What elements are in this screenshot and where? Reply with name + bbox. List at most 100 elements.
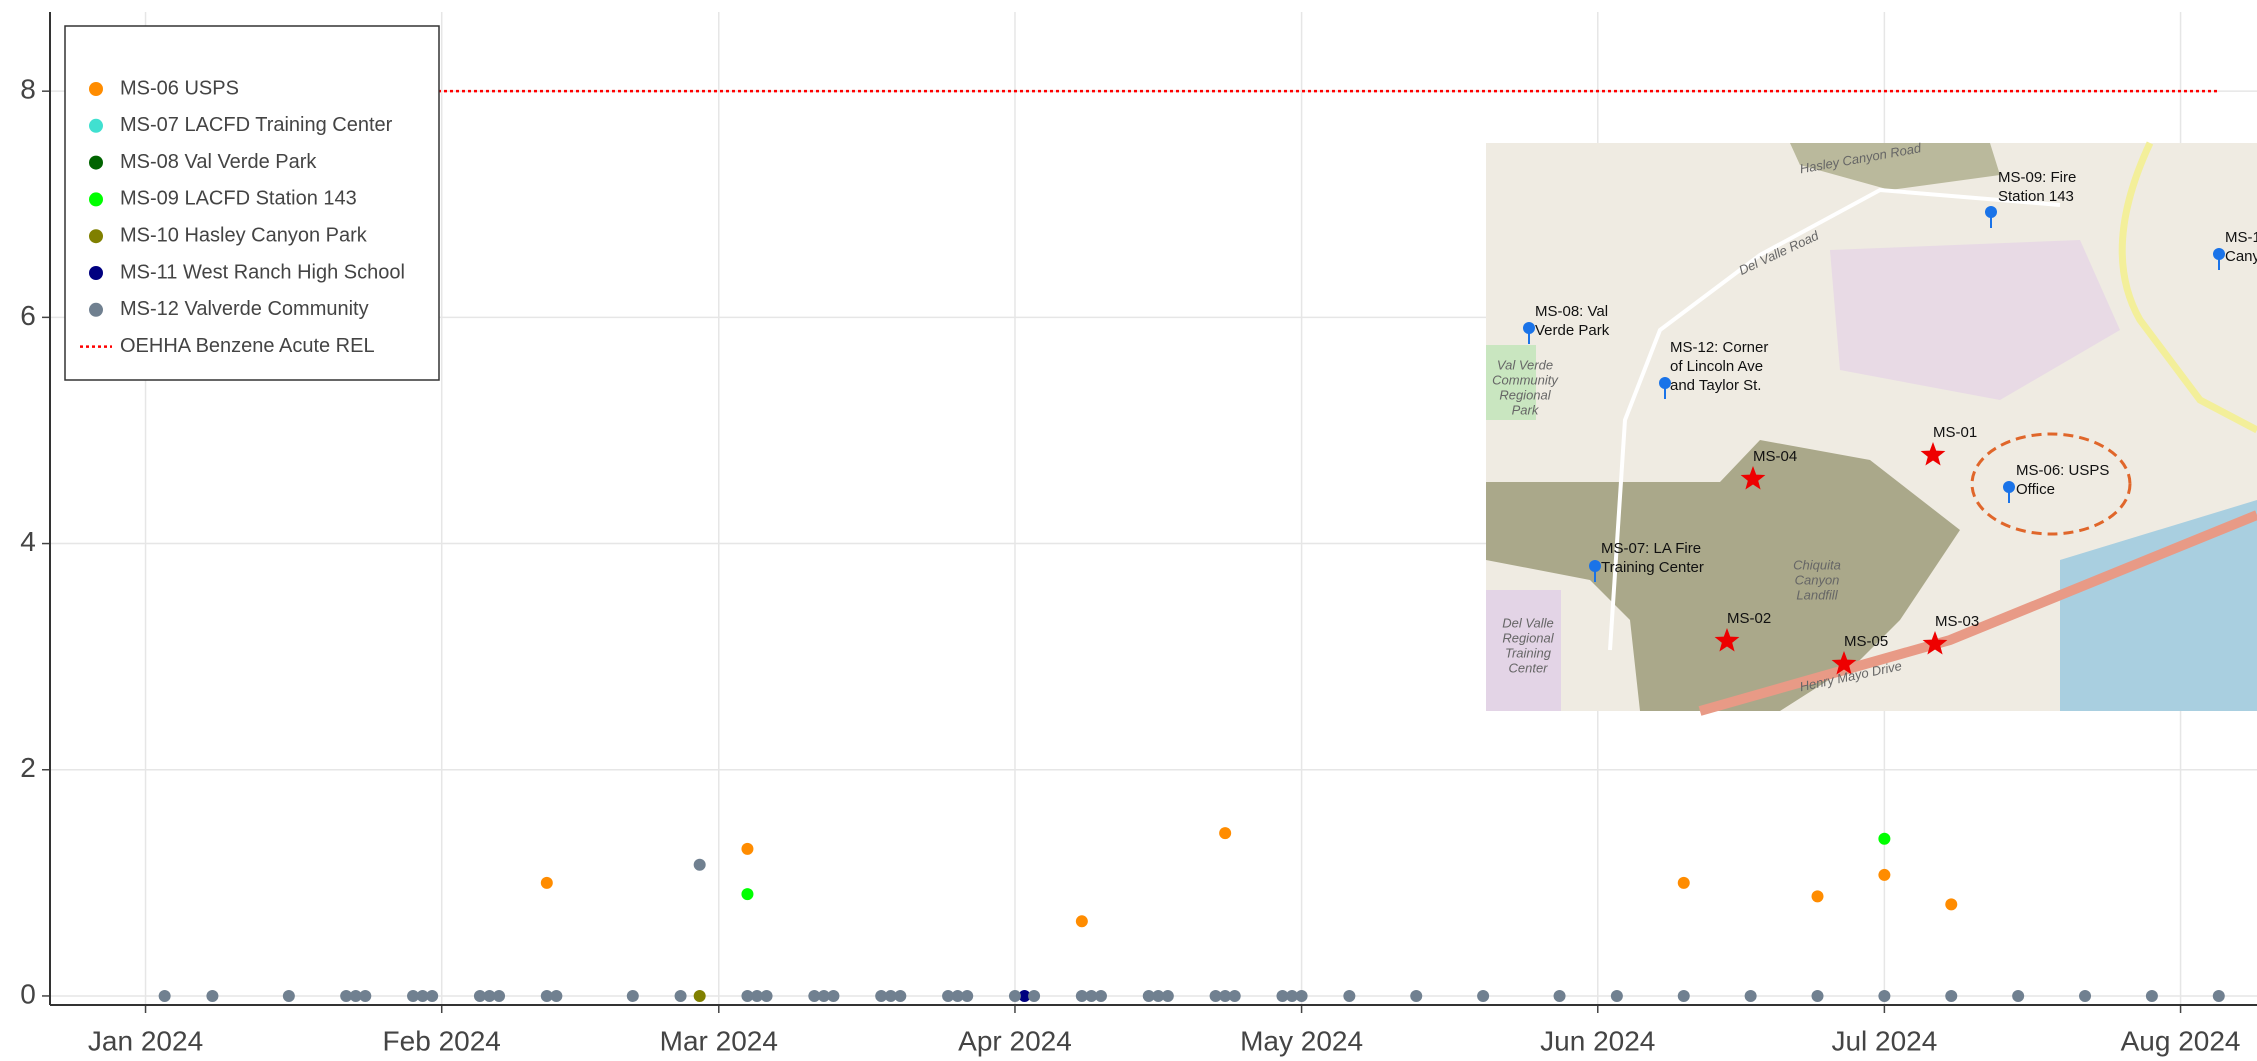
data-point bbox=[1477, 990, 1489, 1002]
legend-label: MS-08 Val Verde Park bbox=[120, 151, 317, 173]
map-place: Regional bbox=[1502, 630, 1554, 645]
map-label: Cany bbox=[2225, 248, 2257, 265]
data-point bbox=[359, 990, 371, 1002]
data-point bbox=[283, 990, 295, 1002]
legend: MS-06 USPS MS-07 LACFD Training Center MS-… bbox=[65, 26, 439, 380]
data-point bbox=[1812, 990, 1824, 1002]
data-point bbox=[827, 990, 839, 1002]
map-label: MS-01 bbox=[1933, 424, 1977, 441]
data-point bbox=[1812, 890, 1824, 902]
legend-label: MS-06 USPS bbox=[120, 77, 239, 99]
data-point bbox=[1611, 990, 1623, 1002]
map-place: Center bbox=[1508, 660, 1548, 675]
data-point bbox=[741, 843, 753, 855]
map-pin bbox=[2003, 481, 2015, 493]
data-point bbox=[1162, 990, 1174, 1002]
data-point bbox=[2012, 990, 2024, 1002]
legend-marker bbox=[89, 156, 103, 170]
map-label: of Lincoln Ave bbox=[1670, 358, 1763, 375]
map-pin bbox=[2213, 248, 2225, 260]
data-point bbox=[1009, 990, 1021, 1002]
legend-label: MS-12 Valverde Community bbox=[120, 298, 369, 320]
legend-marker bbox=[89, 266, 103, 280]
map-label: Training Center bbox=[1601, 559, 1704, 576]
map-place: Park bbox=[1512, 402, 1540, 417]
legend-label: OEHHA Benzene Acute REL bbox=[120, 335, 375, 357]
chart: MS-09: Fire Station 143 MS-08: Val Verde Pa… bbox=[0, 0, 2257, 1061]
data-point bbox=[1878, 833, 1890, 845]
y-tick-label: 4 bbox=[20, 526, 36, 557]
data-point bbox=[426, 990, 438, 1002]
data-point bbox=[741, 888, 753, 900]
map-label: MS-07: LA Fire bbox=[1601, 540, 1701, 557]
x-tick-label: Jan 2024 bbox=[88, 1025, 203, 1056]
legend-marker bbox=[89, 82, 103, 96]
map-label: Verde Park bbox=[1535, 322, 1610, 339]
data-point bbox=[694, 859, 706, 871]
data-point bbox=[627, 990, 639, 1002]
data-point bbox=[1296, 990, 1308, 1002]
map-label: MS-03 bbox=[1935, 613, 1979, 630]
data-point bbox=[761, 990, 773, 1002]
map-label: MS-02 bbox=[1727, 610, 1771, 627]
map-label: MS-12: Corner bbox=[1670, 339, 1768, 356]
y-tick-label: 2 bbox=[20, 752, 36, 783]
data-point bbox=[1219, 827, 1231, 839]
map-pin bbox=[1985, 206, 1997, 218]
data-point bbox=[675, 990, 687, 1002]
data-point bbox=[961, 990, 973, 1002]
data-point bbox=[894, 990, 906, 1002]
map-label: and Taylor St. bbox=[1670, 377, 1761, 394]
data-point bbox=[2079, 990, 2091, 1002]
data-point bbox=[1028, 990, 1040, 1002]
map-label: Station 143 bbox=[1998, 188, 2074, 205]
x-tick-label: Jul 2024 bbox=[1831, 1025, 1937, 1056]
map-label: MS-04 bbox=[1753, 448, 1797, 465]
map-place: Val Verde bbox=[1497, 357, 1553, 372]
data-point bbox=[1076, 915, 1088, 927]
legend-label: MS-11 West Ranch High School bbox=[120, 261, 405, 283]
data-point bbox=[541, 877, 553, 889]
data-point bbox=[1229, 990, 1241, 1002]
map-label: MS-1 bbox=[2225, 229, 2257, 246]
data-point bbox=[2213, 990, 2225, 1002]
x-tick-label: Feb 2024 bbox=[383, 1025, 501, 1056]
x-tick-label: Apr 2024 bbox=[958, 1025, 1072, 1056]
inset-map: MS-09: Fire Station 143 MS-08: Val Verde Pa… bbox=[1486, 140, 2257, 711]
x-tick-label: Jun 2024 bbox=[1540, 1025, 1655, 1056]
data-point bbox=[1678, 877, 1690, 889]
y-tick-label: 6 bbox=[20, 300, 36, 331]
map-place: Chiquita bbox=[1793, 557, 1841, 572]
data-point bbox=[2146, 990, 2158, 1002]
data-point bbox=[694, 990, 706, 1002]
data-point bbox=[1945, 990, 1957, 1002]
map-label: MS-06: USPS bbox=[2016, 462, 2109, 479]
map-place: Community bbox=[1492, 372, 1559, 387]
legend-label: MS-07 LACFD Training Center bbox=[120, 114, 393, 136]
map-label: Office bbox=[2016, 481, 2055, 498]
data-point bbox=[1678, 990, 1690, 1002]
data-point bbox=[493, 990, 505, 1002]
y-tick-label: 0 bbox=[20, 978, 36, 1009]
map-label: MS-08: Val bbox=[1535, 303, 1608, 320]
data-point bbox=[1095, 990, 1107, 1002]
map-place: Canyon bbox=[1795, 572, 1840, 587]
data-point bbox=[1343, 990, 1355, 1002]
legend-label: MS-10 Hasley Canyon Park bbox=[120, 224, 368, 246]
data-point bbox=[550, 990, 562, 1002]
map-place: Training bbox=[1505, 645, 1552, 660]
data-point bbox=[1410, 990, 1422, 1002]
y-tick-label: 8 bbox=[20, 74, 36, 105]
data-point bbox=[1745, 990, 1757, 1002]
legend-marker bbox=[89, 303, 103, 317]
legend-marker bbox=[89, 192, 103, 206]
map-place: Landfill bbox=[1796, 587, 1838, 602]
map-pin bbox=[1589, 560, 1601, 572]
map-label: MS-09: Fire bbox=[1998, 169, 2076, 186]
data-point bbox=[1878, 869, 1890, 881]
data-point bbox=[1878, 990, 1890, 1002]
map-place: Del Valle bbox=[1502, 615, 1554, 630]
map-place: Regional bbox=[1499, 387, 1551, 402]
legend-marker bbox=[89, 119, 103, 133]
data-point bbox=[1554, 990, 1566, 1002]
